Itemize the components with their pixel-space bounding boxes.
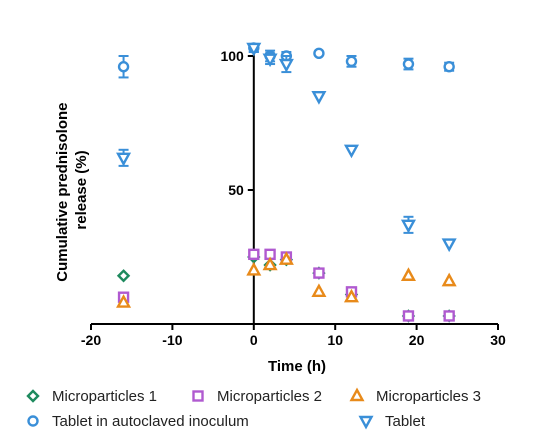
data-point xyxy=(311,90,327,105)
data-point xyxy=(343,144,360,159)
data-point xyxy=(262,53,278,68)
x-tick-label: 30 xyxy=(490,332,506,348)
legend-marker xyxy=(358,415,374,430)
data-point xyxy=(311,283,327,298)
data-point xyxy=(116,152,132,167)
data-point xyxy=(400,219,416,234)
data-point xyxy=(441,272,457,287)
legend-item: Microparticles 3 xyxy=(349,387,481,405)
y-tick-label: 100 xyxy=(220,48,244,64)
y-axis-title-line-2: release (%) xyxy=(73,150,90,229)
data-point xyxy=(443,61,455,73)
data-point xyxy=(441,238,457,253)
data-point xyxy=(278,58,294,73)
data-point xyxy=(402,310,415,322)
legend-item: Tablet xyxy=(358,413,426,430)
legend-label: Microparticles 1 xyxy=(52,388,157,405)
legend-marker xyxy=(27,415,39,427)
legend-label: Microparticles 2 xyxy=(217,388,322,405)
data-point xyxy=(248,248,260,261)
data-point xyxy=(116,269,131,283)
legend-marker xyxy=(349,387,365,402)
legend-item: Microparticles 2 xyxy=(192,388,322,405)
legend-item: Microparticles 1 xyxy=(26,388,157,405)
legend-marker xyxy=(192,390,204,402)
legend-marker xyxy=(26,389,40,403)
data-point xyxy=(313,267,325,279)
data-point xyxy=(345,55,358,68)
legend-label: Microparticles 3 xyxy=(376,388,481,405)
series-4 xyxy=(116,42,457,253)
data-point xyxy=(246,261,262,276)
y-axis-title-line-1: Cumulative prednisolone xyxy=(54,102,71,281)
x-axis-title: Time (h) xyxy=(268,358,326,375)
data-point xyxy=(400,267,416,281)
data-point xyxy=(313,47,325,60)
data-point xyxy=(117,61,130,73)
data-marks xyxy=(116,42,457,323)
series-2 xyxy=(116,251,457,308)
data-point xyxy=(116,294,132,308)
y-tick-label: 50 xyxy=(228,182,244,198)
x-tick-label: 0 xyxy=(250,332,258,348)
legend: Microparticles 1 Microparticles 2 Micropar… xyxy=(26,387,481,430)
y-axis-title: Cumulative prednisolone release (%) xyxy=(54,98,90,281)
x-tick-label: 20 xyxy=(409,332,425,348)
legend-label: Tablet xyxy=(385,413,426,430)
data-point xyxy=(262,256,278,271)
legend-label: Tablet in autoclaved inoculum xyxy=(52,413,249,430)
data-point xyxy=(402,58,415,70)
axes: -20 -10 0 10 20 30 50 100 xyxy=(81,44,506,348)
data-point xyxy=(443,310,455,322)
legend-item: Tablet in autoclaved inoculum xyxy=(27,413,249,430)
data-point xyxy=(343,288,360,303)
x-tick-label: -10 xyxy=(162,332,182,348)
data-point xyxy=(278,251,294,265)
x-tick-label: -20 xyxy=(81,332,101,348)
x-tick-label: 10 xyxy=(327,332,343,348)
data-point xyxy=(246,42,262,57)
